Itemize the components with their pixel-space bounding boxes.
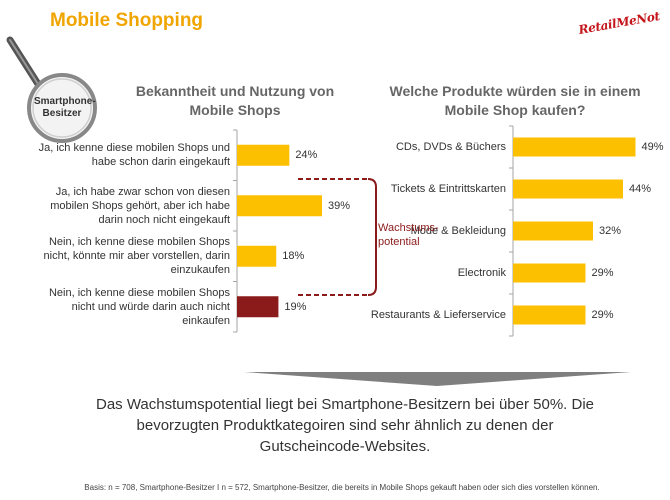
left-chart-axis-ticks xyxy=(233,129,237,333)
footnote: Basis: n = 708, Smartphone-Besitzer I n … xyxy=(84,483,600,492)
value-label: 24% xyxy=(295,149,318,162)
growth-potential-annotation: Wachstums-potential xyxy=(378,222,439,248)
value-label: 49% xyxy=(641,141,664,153)
page-title: Mobile Shopping xyxy=(50,10,204,31)
value-label: 29% xyxy=(591,309,614,321)
bar xyxy=(513,179,623,199)
bar xyxy=(513,221,593,241)
category-label: Ja, ich kenne diese mobilen Shops und ha… xyxy=(38,142,230,169)
category-label: Ja, ich habe zwar schon von diesen mobil… xyxy=(50,185,230,226)
right-chart-axis-ticks xyxy=(509,125,513,337)
right-chart-title: Welche Produkte würden sie in einem Mobi… xyxy=(389,83,641,118)
bar xyxy=(237,195,323,217)
bar xyxy=(237,296,279,318)
value-label: 29% xyxy=(591,267,614,279)
summary-arrow xyxy=(244,372,631,386)
left-chart-bars xyxy=(237,144,323,318)
category-label: Mode & Bekleidung xyxy=(410,225,506,237)
right-chart-bars xyxy=(513,137,636,325)
category-label: Tickets & Eintrittskarten xyxy=(390,183,506,195)
value-label: 32% xyxy=(599,225,622,237)
category-label: Nein, ich kenne diese mobilen Shops nich… xyxy=(48,286,230,327)
bar xyxy=(513,263,586,283)
category-label: CDs, DVDs & Büchers xyxy=(395,141,506,153)
bar xyxy=(237,245,277,267)
magnifier-label: Smartphone-Besitzer xyxy=(34,96,96,119)
value-label: 39% xyxy=(328,199,351,212)
bar xyxy=(237,144,290,166)
growth-bracket xyxy=(298,178,377,296)
bar xyxy=(513,137,636,157)
conclusion-text: Das Wachstumspotential liegt bei Smartph… xyxy=(95,396,595,455)
value-label: 19% xyxy=(284,300,307,313)
value-label: 18% xyxy=(282,250,305,263)
left-chart-title: Bekanntheit und Nutzung von Mobile Shops xyxy=(135,83,335,118)
category-label: Nein, ich kenne diese mobilen Shops nich… xyxy=(43,236,230,277)
category-label: Electronik xyxy=(457,267,506,279)
bar xyxy=(513,305,586,325)
magnifier-icon xyxy=(6,36,97,143)
value-label: 44% xyxy=(629,183,652,195)
category-label: Restaurants & Lieferservice xyxy=(370,309,506,321)
